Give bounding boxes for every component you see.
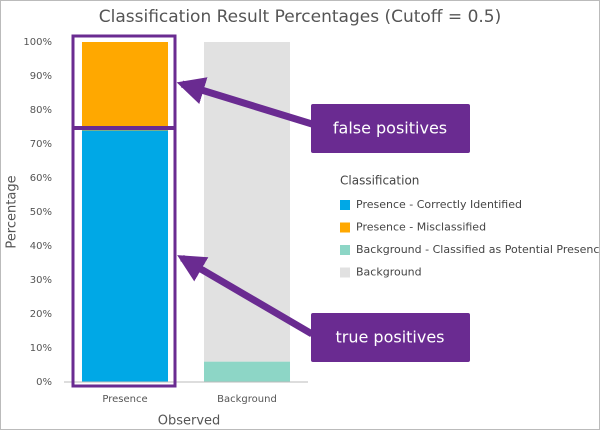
y-tick-label: 70%: [30, 139, 52, 150]
y-tick-label: 30%: [30, 275, 52, 286]
plot: 0% 10% 20% 30% 40% 50% 60% 70% 80% 90% 100% Presenc…: [23, 37, 308, 405]
arrow: [177, 254, 314, 338]
y-axis-label: Percentage: [5, 175, 20, 248]
arrow: [176, 77, 314, 128]
x-axis-label: Observed: [158, 414, 221, 429]
y-tick-label: 10%: [30, 343, 52, 354]
callout-box: [311, 104, 470, 153]
legend-swatch: [340, 200, 350, 210]
y-tick-label: 60%: [30, 173, 52, 184]
annotations: false positives true positives: [71, 34, 470, 388]
chart-title: Classification Result Percentages (Cutof…: [99, 7, 502, 27]
legend-label: Background: [356, 266, 422, 279]
callout-text: true positives: [335, 328, 444, 347]
y-tick-label: 100%: [23, 37, 52, 48]
legend-label: Presence - Misclassified: [356, 221, 486, 234]
y-tick-label: 90%: [30, 71, 52, 82]
callout-text: false positives: [333, 119, 447, 138]
legend-title: Classification: [340, 174, 419, 188]
y-tick-label: 50%: [30, 207, 52, 218]
legend-swatch: [340, 222, 350, 233]
y-tick-label: 80%: [30, 105, 52, 116]
y-tick-label: 20%: [30, 309, 52, 320]
highlight-box: [71, 34, 177, 388]
y-tick-label: 40%: [30, 241, 52, 252]
bar-segment: [81, 130, 169, 382]
legend-label: Presence - Correctly Identified: [356, 198, 522, 211]
x-tick-label: Presence: [102, 394, 147, 405]
bar-segment: [203, 361, 291, 382]
callout-box: [311, 313, 470, 362]
y-tick-label: 0%: [36, 377, 52, 388]
bar-segment: [81, 42, 169, 131]
legend-swatch: [340, 245, 350, 255]
x-tick-label: Background: [217, 394, 277, 405]
legend-label: Background - Classified as Potential Pre…: [356, 243, 600, 256]
legend-swatch: [340, 267, 350, 278]
